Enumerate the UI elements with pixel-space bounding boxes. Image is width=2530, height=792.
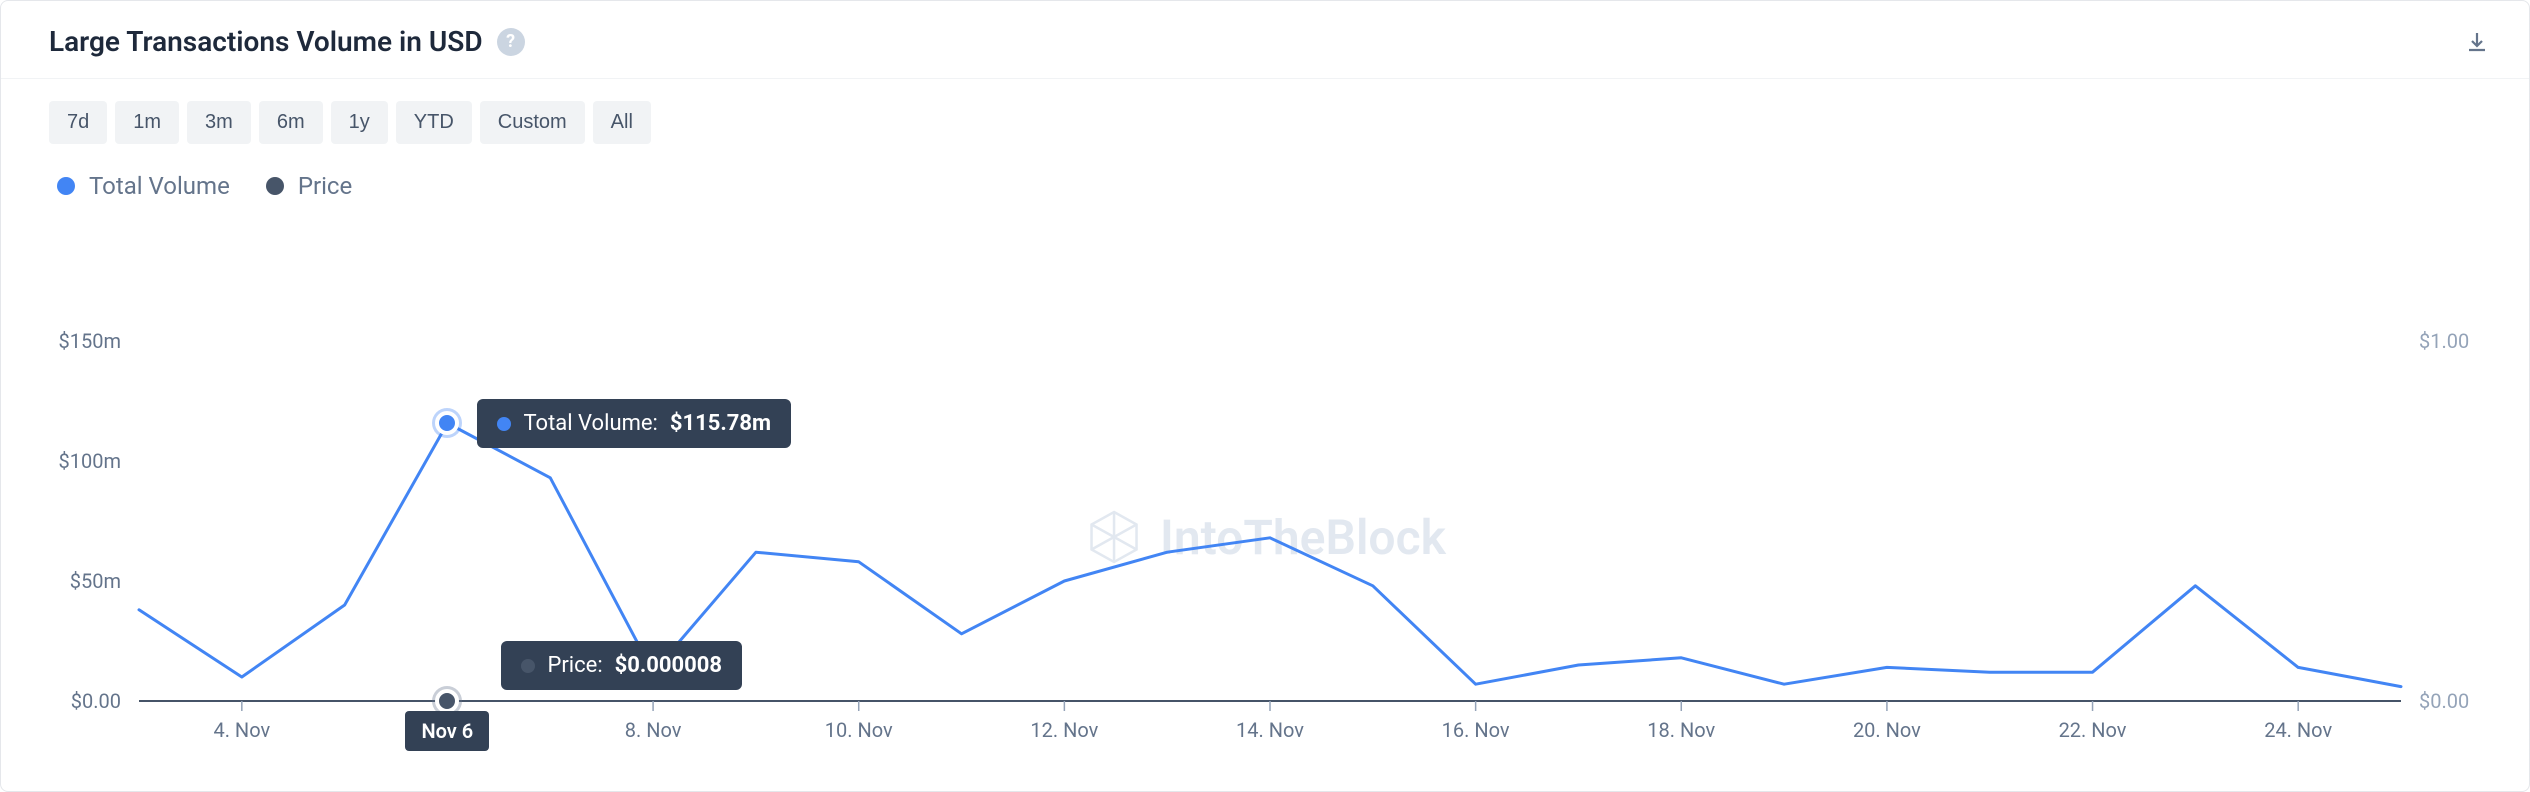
tooltip-label: Price: — [547, 653, 602, 678]
tooltip-volume: Total Volume: $115.78m — [477, 399, 791, 448]
help-icon[interactable]: ? — [497, 28, 525, 56]
tooltip-value: $0.000008 — [615, 653, 722, 678]
range-btn-ytd[interactable]: YTD — [396, 101, 472, 144]
card: Large Transactions Volume in USD ? 7d1m3… — [0, 0, 2530, 792]
range-buttons: 7d1m3m6m1yYTDCustomAll — [49, 101, 2481, 144]
range-btn-3m[interactable]: 3m — [187, 101, 251, 144]
tooltip-value: $115.78m — [670, 411, 771, 436]
range-btn-7d[interactable]: 7d — [49, 101, 107, 144]
download-icon[interactable] — [2465, 30, 2489, 54]
tooltip-label: Total Volume: — [523, 411, 657, 436]
hover-point — [435, 411, 459, 435]
legend-item-price[interactable]: Price — [266, 172, 352, 200]
legend-label: Total Volume — [89, 172, 230, 200]
tooltip-dot-icon — [497, 417, 511, 431]
title-wrap: Large Transactions Volume in USD ? — [49, 25, 525, 58]
tooltip-price: Price: $0.000008 — [501, 641, 742, 690]
legend-dot — [57, 177, 75, 195]
range-btn-custom[interactable]: Custom — [480, 101, 585, 144]
range-controls: 7d1m3m6m1yYTDCustomAll — [1, 79, 2529, 144]
chart-header: Large Transactions Volume in USD ? — [1, 1, 2529, 79]
chart-legend: Total Volume Price — [1, 144, 2529, 200]
chart-title: Large Transactions Volume in USD — [49, 25, 483, 58]
range-btn-1y[interactable]: 1y — [331, 101, 388, 144]
hover-point — [435, 689, 459, 713]
chart-area: IntoTheBlock $0.00$50m$100m$150m$0.00$1.… — [49, 331, 2481, 761]
legend-item-total-volume[interactable]: Total Volume — [57, 172, 230, 200]
legend-dot — [266, 177, 284, 195]
chart-overlay: Total Volume: $115.78m Price: $0.000008 No… — [49, 331, 2481, 761]
range-btn-1m[interactable]: 1m — [115, 101, 179, 144]
range-btn-6m[interactable]: 6m — [259, 101, 323, 144]
range-btn-all[interactable]: All — [593, 101, 651, 144]
legend-label: Price — [298, 172, 352, 200]
tooltip-dot-icon — [521, 659, 535, 673]
hover-date-flag: Nov 6 — [405, 711, 489, 751]
